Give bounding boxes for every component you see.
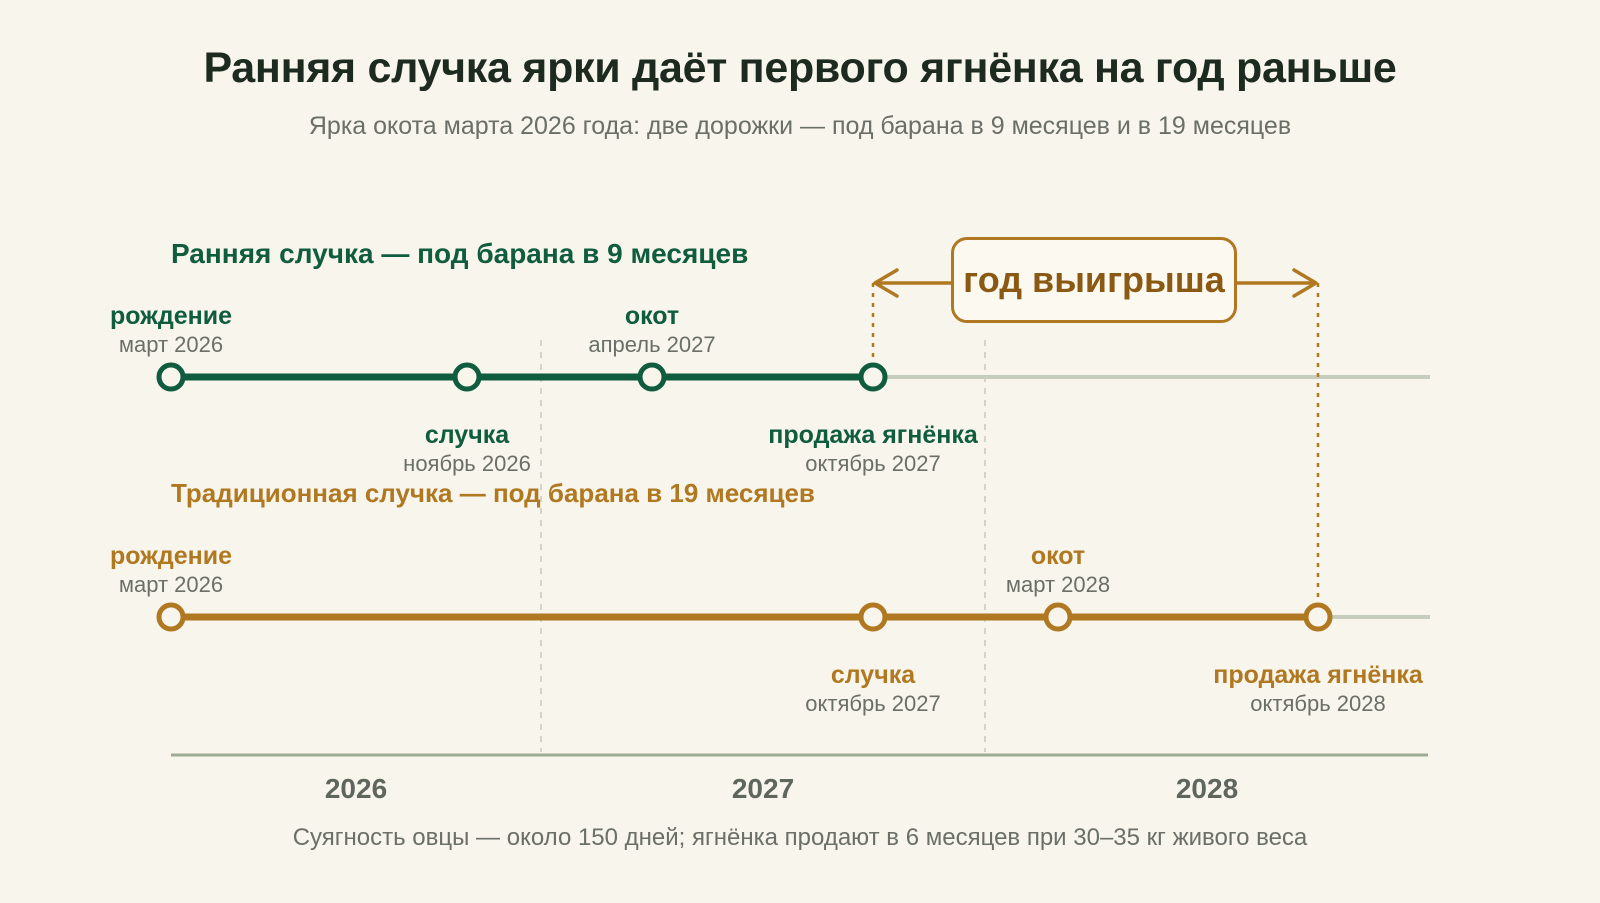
- year-label-2027: 2027: [731, 773, 795, 804]
- traditional-event-birth: рождение март 2026: [110, 541, 232, 599]
- event-date: март 2026: [118, 332, 224, 357]
- event-date: март 2026: [118, 572, 224, 597]
- event-name: рождение: [109, 302, 233, 330]
- footnote: Суягность овцы — около 150 дней; ягнёнка…: [292, 824, 1308, 851]
- traditional-event-lambing: окот март 2028: [1006, 541, 1110, 599]
- early-event-birth: рождение март 2026: [110, 301, 232, 359]
- traditional-node-sale: [1303, 602, 1333, 632]
- traditional-node-birth: [156, 602, 186, 632]
- early-track-title: Ранняя случка — под барана в 9 месяцев: [171, 238, 749, 269]
- event-date: октябрь 2027: [805, 691, 941, 716]
- page-subtitle: Ярка окота марта 2026 года: две дорожки …: [308, 112, 1292, 140]
- early-node-birth: [156, 362, 186, 392]
- early-event-mating: случка ноябрь 2026: [403, 420, 531, 478]
- traditional-event-mating: случка октябрь 2027: [805, 660, 940, 718]
- event-date: ноябрь 2026: [403, 451, 531, 476]
- early-event-lambing: окот апрель 2027: [588, 301, 715, 359]
- early-node-mating: [452, 362, 482, 392]
- traditional-track-title: Традиционная случка — под барана в 19 ме…: [171, 478, 815, 508]
- event-name: продажа ягнёнка: [768, 421, 978, 449]
- event-date: октябрь 2028: [1250, 691, 1386, 716]
- year-gain-label: год выигрыша: [951, 237, 1237, 323]
- event-date: октябрь 2027: [805, 451, 941, 476]
- traditional-node-lambing: [1043, 602, 1073, 632]
- event-name: случка: [830, 661, 916, 689]
- event-date: март 2028: [1005, 572, 1111, 597]
- early-event-sale: продажа ягнёнка октябрь 2027: [768, 420, 978, 478]
- event-name: окот: [1030, 542, 1086, 570]
- event-name: рождение: [109, 542, 233, 570]
- traditional-node-mating: [858, 602, 888, 632]
- page-title: Ранняя случка ярки даёт первого ягнёнка …: [203, 44, 1397, 92]
- year-label-2028: 2028: [1175, 773, 1239, 804]
- early-node-sale: [858, 362, 888, 392]
- event-name: случка: [424, 421, 510, 449]
- event-date: апрель 2027: [588, 332, 716, 357]
- early-node-lambing: [637, 362, 667, 392]
- gain-arrowhead-right: [1292, 268, 1318, 298]
- year-label-2026: 2026: [324, 773, 388, 804]
- event-name: окот: [624, 302, 680, 330]
- event-name: продажа ягнёнка: [1213, 661, 1423, 689]
- gain-arrowhead-left: [873, 268, 899, 298]
- traditional-event-sale: продажа ягнёнка октябрь 2028: [1213, 660, 1423, 718]
